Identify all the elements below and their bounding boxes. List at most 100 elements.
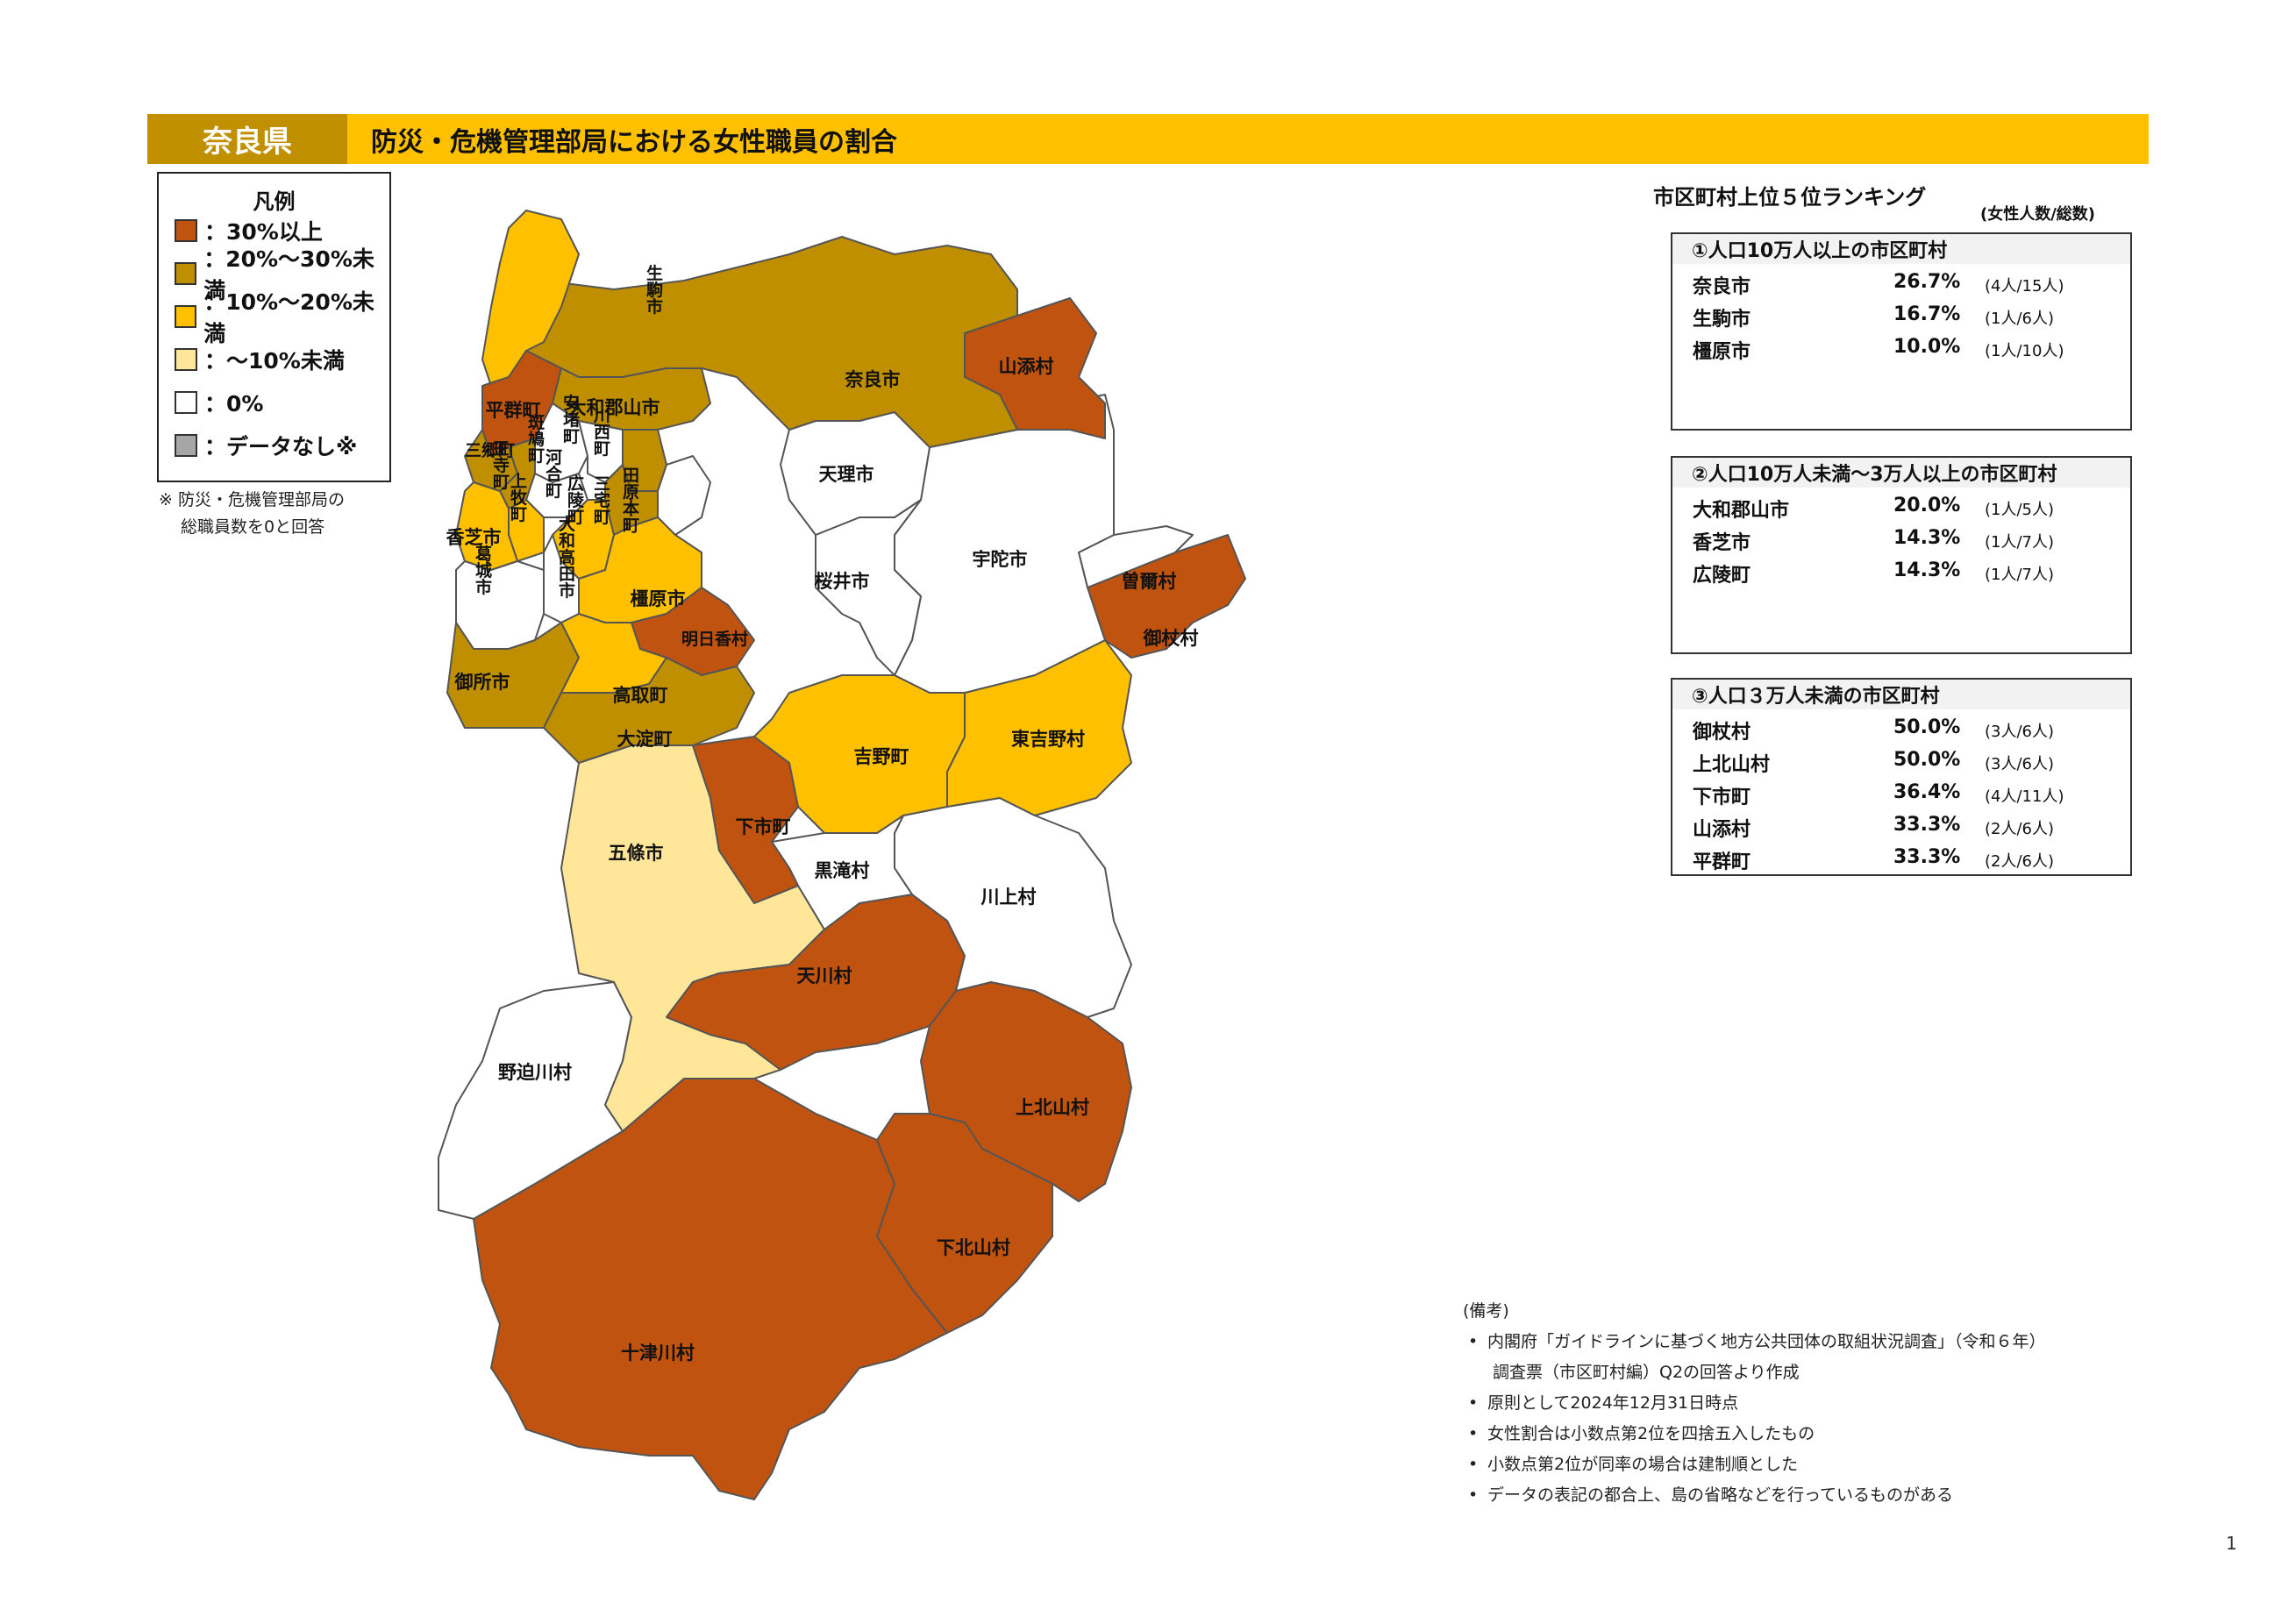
ranking-row: 御杖村 50.0% (3人/6人) [1672,713,2130,744]
label-sango: 三郷町 [465,440,515,460]
ranking-name: 山添村 [1693,819,1751,841]
label-takada: 大和高田市 [556,514,575,599]
ranking-count: (1人/7人) [1985,533,2055,552]
region-tawaramoto [657,455,711,536]
ranking-row: 橿原市 10.0% (1人/10人) [1672,332,2130,363]
legend-label: ：30%以上 [204,219,323,245]
legend-swatch [175,219,197,242]
label-mitsue: 御杖村 [1143,628,1199,649]
note-item: データの表記の都合上、島の省略などを行っているものがある [1463,1480,2046,1511]
ranking-row: 山添村 33.3% (2人/6人) [1672,810,2130,841]
label-kashiba: 香芝市 [446,527,502,548]
label-ikoma: 生駒市 [644,263,663,315]
ranking-name: 上北山村 [1693,754,1771,776]
label-ando: 安堵町 [560,393,580,444]
legend-label: ：10%～20%未満 [203,289,374,346]
ranking-name: 平群町 [1693,851,1751,873]
ranking-name: 下市町 [1693,787,1751,808]
ranking-pct: 26.7% [1893,271,1961,293]
legend-item-0: ：0% [175,389,264,417]
label-oyodo: 大淀町 [617,729,673,750]
ranking-pct: 14.3% [1893,559,1961,581]
ranking-pct: 33.3% [1893,846,1961,868]
label-shimokitayama: 下北山村 [937,1237,1010,1258]
label-kanmaki: 上牧町 [508,472,527,522]
label-tenri: 天理市 [819,464,874,485]
label-yamatokoriyama: 大和郡山市 [568,397,660,418]
ranking-name: 橿原市 [1693,341,1751,363]
legend-note-line: 総職員数を0と回答 [181,517,325,537]
label-oji: 王寺町 [490,440,510,490]
label-asuka: 明日香村 [681,629,748,649]
legend-label: ：20%～30%未満 [203,246,374,303]
label-sakurai: 桜井市 [815,571,870,592]
legend-note-line: ※ 防災・危機管理部局の [159,490,345,509]
legend-item-0-10: ：～10%未満 [175,346,345,374]
label-kawai: 河合町 [543,448,562,498]
ranking-row: 下市町 36.4% (4人/11人) [1672,778,2130,808]
legend: 凡例 ：30%以上 ：20%～30%未満 ：10%～20%未満 ：～10%未満 … [157,172,391,482]
note-item-continued: 調査票（市区町村編）Q2の回答より作成 [1493,1363,1800,1382]
note-item: 小数点第2位が同率の場合は建制順とした [1463,1449,2046,1480]
note-item: 原則として2024年12月31日時点 [1463,1388,2046,1419]
header-bar: 奈良県 防災・危機管理部局における女性職員の割合 [147,114,2149,164]
nara-prefecture-map: 十津川村 野迫川村 五條市 天川村 上北山村 下北山村 川上村 黒滝村 下市町 … [403,202,1298,1517]
label-uda: 宇陀市 [973,549,1028,570]
legend-swatch [175,305,197,328]
note-item: 女性割合は小数点第2位を四捨五入したもの [1463,1419,2046,1449]
ranking-name: 大和郡山市 [1693,500,1790,522]
ranking-pct: 10.0% [1893,336,1961,358]
label-koryo: 広陵町 [565,474,584,524]
label-gojo: 五條市 [609,843,664,864]
legend-swatch [175,391,197,414]
label-ikaruga: 斑鳩町 [525,413,545,463]
region-totsukawa [473,1078,948,1500]
ranking-row: 上北山村 50.0% (3人/6人) [1672,745,2130,776]
page-number: 1 [2226,1533,2237,1554]
legend-label: ：データなし※ [204,434,358,459]
ranking-pct: 20.0% [1893,495,1961,516]
legend-label: ：0% [204,391,264,417]
ranking-group-3: ③人口３万人未満の市区町村 御杖村 50.0% (3人/6人) 上北山村 50.… [1671,678,2132,876]
ranking-pct: 16.7% [1893,303,1961,325]
ranking-count: (1人/10人) [1985,342,2064,360]
ranking-name: 広陵町 [1693,565,1751,587]
label-shimoichi: 下市町 [736,816,791,837]
ranking-count: (4人/11人) [1985,787,2064,806]
ranking-name: 御杖村 [1693,722,1751,744]
ranking-name: 香芝市 [1693,532,1751,554]
label-kashihara: 橿原市 [631,588,686,609]
ranking-count: (3人/6人) [1985,723,2055,741]
ranking-count: (2人/6人) [1985,852,2055,871]
legend-item-30: ：30%以上 [175,217,323,245]
ranking-row: 生駒市 16.7% (1人/6人) [1672,300,2130,331]
legend-swatch [175,434,197,457]
ranking-group-title: ①人口10万人以上の市区町村 [1672,234,2130,264]
note-item: 内閣府「ガイドラインに基づく地方公共団体の取組状況調査」（令和６年） [1463,1327,2046,1357]
region-kashiba [455,481,518,571]
legend-swatch [175,262,197,285]
legend-title: 凡例 [253,189,296,214]
ranking-name: 生駒市 [1693,309,1751,331]
label-nara: 奈良市 [845,369,901,390]
ranking-heading: 市区町村上位５位ランキング [1653,185,1927,210]
ranking-count: (1人/5人) [1985,501,2055,519]
ranking-pct: 14.3% [1893,527,1961,549]
region-katsuragi [455,560,545,650]
label-heguri: 平群町 [486,400,541,421]
label-kurotaki: 黒滝村 [815,860,870,881]
label-tenkawa: 天川村 [797,965,852,987]
label-tawaramoto: 田原本町 [620,467,639,533]
ranking-pct: 36.4% [1893,781,1961,803]
legend-item-10: ：10%～20%未満 [175,289,389,346]
ranking-subheading: (女性人数/総数) [1980,205,2096,224]
legend-item-nodata: ：データなし※ [175,432,357,459]
ranking-count: (4人/15人) [1985,277,2064,296]
notes-heading: (備考) [1463,1301,1509,1321]
ranking-row: 大和郡山市 20.0% (1人/5人) [1672,491,2130,522]
label-higashiyoshino: 東吉野村 [1011,729,1085,750]
region-oyodo [543,657,755,764]
label-totsukawa: 十津川村 [621,1343,695,1364]
legend-label: ：～10%未満 [204,348,345,374]
ranking-pct: 50.0% [1893,716,1961,738]
